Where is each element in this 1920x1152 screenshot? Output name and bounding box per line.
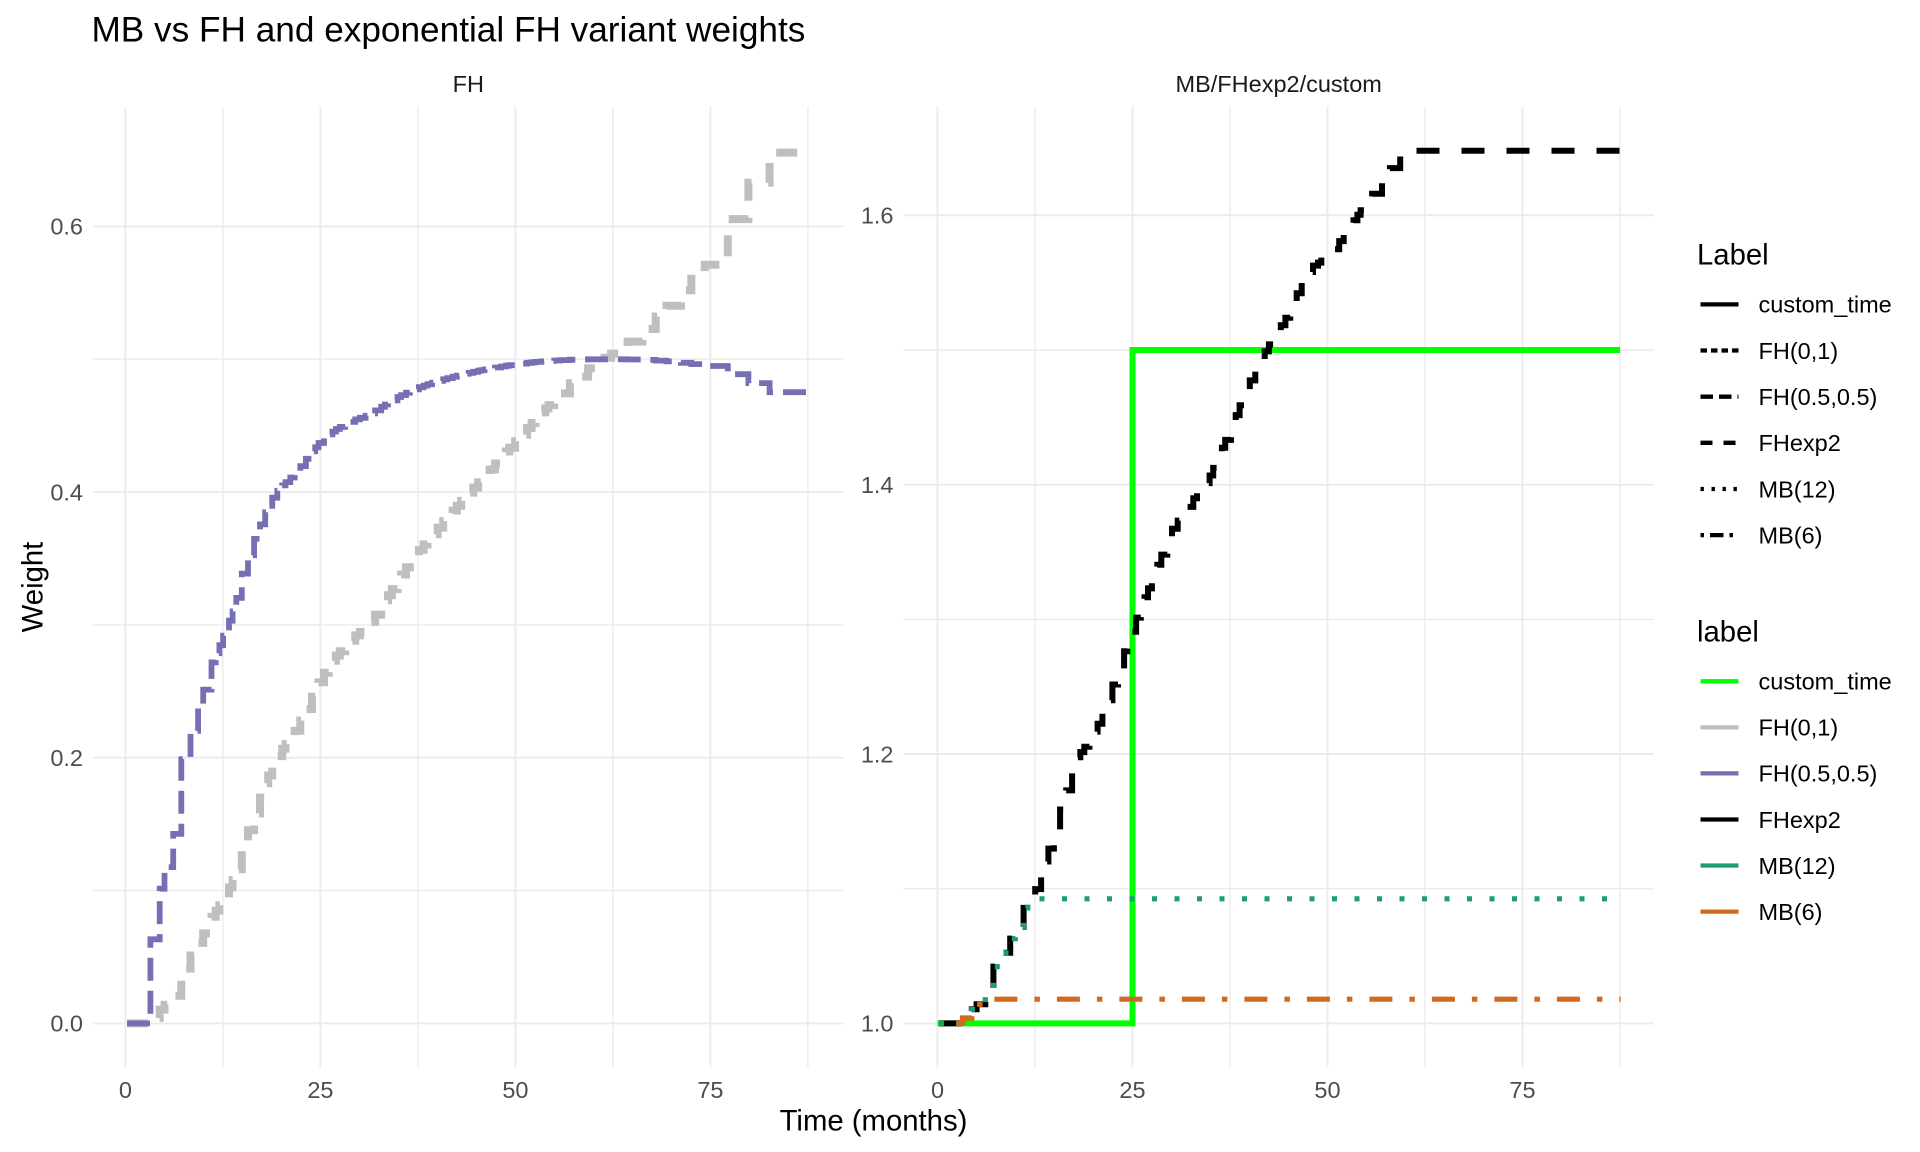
svg-text:FHexp2: FHexp2 bbox=[1759, 807, 1841, 833]
svg-text:MB(6): MB(6) bbox=[1759, 899, 1823, 925]
svg-text:custom_time: custom_time bbox=[1759, 292, 1892, 318]
svg-text:75: 75 bbox=[697, 1077, 723, 1103]
svg-text:MB(12): MB(12) bbox=[1759, 853, 1836, 879]
svg-text:FH: FH bbox=[453, 71, 484, 97]
svg-text:0.6: 0.6 bbox=[50, 214, 83, 240]
svg-text:FHexp2: FHexp2 bbox=[1759, 430, 1841, 456]
svg-text:0: 0 bbox=[931, 1077, 944, 1103]
svg-text:1.4: 1.4 bbox=[861, 472, 894, 498]
svg-text:1.6: 1.6 bbox=[861, 203, 894, 229]
svg-text:custom_time: custom_time bbox=[1759, 669, 1892, 695]
svg-text:FH(0,1): FH(0,1) bbox=[1759, 338, 1839, 364]
svg-text:label: label bbox=[1697, 616, 1759, 649]
svg-text:FH(0,1): FH(0,1) bbox=[1759, 715, 1839, 741]
svg-text:MB vs FH and exponential FH va: MB vs FH and exponential FH variant weig… bbox=[92, 11, 806, 50]
svg-text:50: 50 bbox=[1314, 1077, 1340, 1103]
svg-text:25: 25 bbox=[1119, 1077, 1145, 1103]
svg-text:MB(6): MB(6) bbox=[1759, 522, 1823, 548]
svg-text:Weight: Weight bbox=[17, 542, 50, 633]
svg-text:1.0: 1.0 bbox=[861, 1011, 894, 1037]
svg-text:0: 0 bbox=[119, 1077, 132, 1103]
svg-text:50: 50 bbox=[502, 1077, 528, 1103]
svg-text:25: 25 bbox=[307, 1077, 333, 1103]
svg-text:FH(0.5,0.5): FH(0.5,0.5) bbox=[1759, 761, 1878, 787]
svg-text:Label: Label bbox=[1697, 239, 1769, 272]
svg-text:0.2: 0.2 bbox=[50, 745, 83, 771]
svg-text:75: 75 bbox=[1509, 1077, 1535, 1103]
svg-text:1.2: 1.2 bbox=[861, 741, 894, 767]
svg-text:MB/FHexp2/custom: MB/FHexp2/custom bbox=[1176, 71, 1382, 97]
svg-text:0.0: 0.0 bbox=[50, 1011, 83, 1037]
svg-text:Time (months): Time (months) bbox=[780, 1105, 968, 1138]
svg-text:MB(12): MB(12) bbox=[1759, 476, 1836, 502]
svg-text:FH(0.5,0.5): FH(0.5,0.5) bbox=[1759, 384, 1878, 410]
svg-text:0.4: 0.4 bbox=[50, 479, 83, 505]
